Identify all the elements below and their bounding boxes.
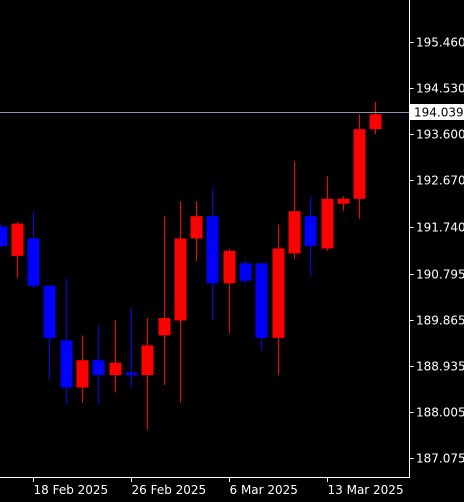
candle (239, 260, 252, 284)
price-axis: 195.460 194.530 193.600 192.670 191.740 190.7… (409, 36, 464, 466)
price-tick-label: 192.670 (416, 174, 464, 188)
candle (206, 188, 219, 321)
candle-body (158, 318, 171, 336)
candle (27, 211, 40, 289)
candle (272, 224, 285, 376)
candle-body (11, 223, 24, 256)
current-price-tag-background (410, 104, 464, 120)
candle (321, 176, 334, 251)
candle (109, 320, 122, 393)
candle-body (321, 198, 334, 249)
candle (125, 308, 138, 388)
candle-body (239, 263, 252, 281)
candle-body (272, 248, 285, 338)
candle-body (60, 340, 73, 388)
price-tick-label: 195.460 (416, 36, 464, 50)
candle (11, 222, 24, 279)
candle-body (174, 238, 187, 321)
time-tick-label: 18 Feb 2025 (34, 483, 109, 497)
candle-body (92, 360, 105, 376)
price-tick-label: 194.530 (416, 82, 464, 96)
candle-body (109, 362, 122, 376)
candle (92, 325, 105, 405)
time-tick-label: 6 Mar 2025 (230, 483, 298, 497)
candle (255, 263, 268, 351)
candle-body (223, 250, 236, 284)
candle (353, 114, 366, 219)
candle (60, 278, 73, 405)
candle (43, 285, 56, 381)
candle-body (304, 216, 317, 246)
price-tick-label: 189.865 (416, 314, 464, 328)
price-tick-label: 188.935 (416, 360, 464, 374)
candle-body (43, 285, 56, 338)
candle-body (369, 114, 382, 130)
time-tick-label: 26 Feb 2025 (132, 483, 207, 497)
price-tick-label: 187.075 (416, 452, 464, 466)
candle-body (337, 198, 350, 204)
candle (369, 101, 382, 135)
candle-body (190, 216, 203, 239)
current-price-label: 194.039 (414, 106, 464, 120)
time-axis: 18 Feb 2025 26 Feb 2025 6 Mar 2025 13 Mar 2… (33, 477, 404, 497)
candle (337, 196, 350, 212)
candle (158, 216, 171, 386)
candle (304, 196, 317, 276)
candle (190, 201, 203, 261)
candles-layer (0, 101, 382, 430)
candle-body (353, 129, 366, 199)
candle-body (0, 226, 8, 246)
candle-body (76, 360, 89, 388)
candle-body (141, 345, 154, 376)
candle-body (255, 263, 268, 338)
current-price-tag: 194.039 (410, 104, 464, 120)
candle (174, 201, 187, 403)
price-tick-label: 191.740 (416, 221, 464, 235)
candle (141, 318, 154, 430)
price-tick-label: 188.005 (416, 406, 464, 420)
candle (0, 223, 8, 249)
time-tick-label: 13 Mar 2025 (328, 483, 404, 497)
candle (76, 335, 89, 403)
candle-body (125, 372, 138, 376)
candle-body (206, 216, 219, 284)
candle-body (27, 238, 40, 286)
price-tick-label: 193.600 (416, 128, 464, 142)
candle-body (288, 211, 301, 254)
price-tick-label: 190.795 (416, 268, 464, 282)
candle (288, 161, 301, 259)
candle (223, 248, 236, 333)
